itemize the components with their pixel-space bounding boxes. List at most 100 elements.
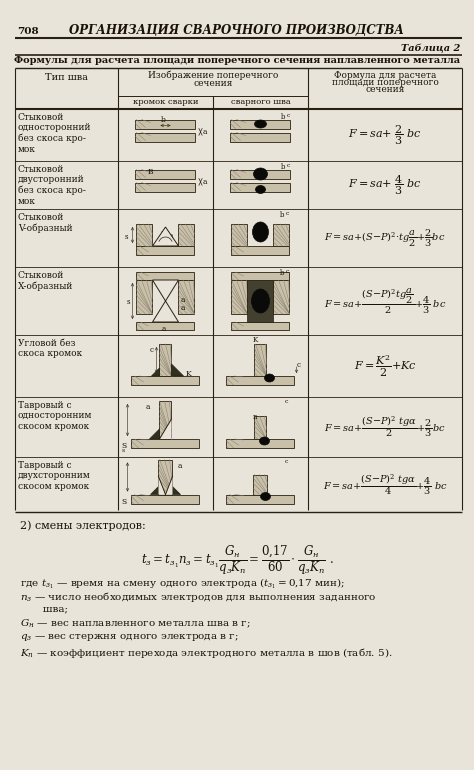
Text: Формула для расчета: Формула для расчета <box>334 71 436 80</box>
Bar <box>159 344 172 376</box>
Text: ОРГАНИЗАЦИЯ СВАРОЧНОГО ПРОИЗВОДСТВА: ОРГАНИЗАЦИЯ СВАРОЧНОГО ПРОИЗВОДСТВА <box>70 24 404 36</box>
Ellipse shape <box>253 222 268 242</box>
Bar <box>131 494 200 504</box>
Bar <box>137 272 194 280</box>
Text: b: b <box>280 269 284 277</box>
Polygon shape <box>153 280 179 301</box>
Text: a: a <box>181 304 185 312</box>
Text: шва;: шва; <box>20 604 68 613</box>
Bar <box>273 280 290 314</box>
Bar <box>230 132 291 142</box>
Text: $F{=}sa{+}\ \dfrac{2}{3}\ bc$: $F{=}sa{+}\ \dfrac{2}{3}\ bc$ <box>348 123 422 147</box>
Text: Тавровый с
односторонним
скосом кромок: Тавровый с односторонним скосом кромок <box>18 401 92 430</box>
Ellipse shape <box>259 437 270 445</box>
Text: $F{=}sa{+}\dfrac{(S{-}P)^2\ tg\alpha}{4}{+}\dfrac{4}{3}\ bc$: $F{=}sa{+}\dfrac{(S{-}P)^2\ tg\alpha}{4}… <box>323 472 447 497</box>
Text: s: s <box>127 298 130 306</box>
Text: $t_з = t_{з_1}n_з = t_{з_1}\dfrac{G_н}{q_зK_п} = \dfrac{0{,}17}{60}\cdot\dfrac{G: $t_з = t_{з_1}n_з = t_{з_1}\dfrac{G_н}{q… <box>141 543 333 577</box>
Bar <box>227 376 294 385</box>
Ellipse shape <box>264 374 274 382</box>
Text: K: K <box>185 370 191 378</box>
Text: сварного шва: сварного шва <box>231 98 291 106</box>
Text: b: b <box>280 211 284 219</box>
Text: Стыковой
двусторонний
без скоса кро-
мок: Стыковой двусторонний без скоса кро- мок <box>18 165 86 206</box>
Text: a: a <box>202 129 207 136</box>
Text: s: s <box>121 448 125 453</box>
Text: Угловой без
скоса кромок: Угловой без скоса кромок <box>18 339 82 358</box>
Text: Тип шва: Тип шва <box>45 73 88 82</box>
Bar <box>131 376 200 385</box>
Bar <box>230 119 291 129</box>
Text: Стыковой
односторонний
без скоса кро-
мок: Стыковой односторонний без скоса кро- мо… <box>18 113 91 154</box>
Ellipse shape <box>255 120 266 128</box>
Text: c: c <box>285 269 289 274</box>
Text: $q_з$ — вес стержня одного электрода в г;: $q_з$ — вес стержня одного электрода в г… <box>20 632 239 643</box>
Polygon shape <box>172 364 183 376</box>
Bar <box>158 460 173 494</box>
Text: S: S <box>121 497 127 505</box>
Text: B: B <box>147 169 153 176</box>
Text: $F{=}\dfrac{K^2}{2}{+}Kc$: $F{=}\dfrac{K^2}{2}{+}Kc$ <box>354 353 416 379</box>
Bar <box>231 280 247 314</box>
Bar <box>159 401 172 439</box>
Text: b: b <box>281 113 285 121</box>
Text: где $t_{з_1}$ — время на смену одного электрода ($t_{з_1} = 0{,}17$ мин);: где $t_{з_1}$ — время на смену одного эл… <box>20 576 345 591</box>
Polygon shape <box>173 487 181 494</box>
Bar <box>247 280 273 322</box>
Polygon shape <box>153 227 179 246</box>
Text: сечения: сечения <box>365 85 405 94</box>
Text: c: c <box>149 346 154 354</box>
Ellipse shape <box>255 186 265 193</box>
Bar <box>179 224 194 246</box>
Bar <box>137 322 194 330</box>
Text: S: S <box>121 442 127 450</box>
Polygon shape <box>152 368 159 376</box>
Bar <box>136 132 195 142</box>
Bar <box>231 322 290 330</box>
Text: Изображение поперечного: Изображение поперечного <box>148 71 278 81</box>
Bar <box>136 169 195 179</box>
Text: Стыковой
V-образный: Стыковой V-образный <box>18 213 73 233</box>
Polygon shape <box>158 477 165 494</box>
Text: 2) смены электродов:: 2) смены электродов: <box>20 520 146 531</box>
Text: a: a <box>202 179 207 186</box>
Text: a: a <box>162 325 166 333</box>
Text: $G_н$ — вес наплавленного металла шва в г;: $G_н$ — вес наплавленного металла шва в … <box>20 618 251 630</box>
Text: c: c <box>286 163 290 168</box>
Text: c: c <box>297 361 301 369</box>
Text: c: c <box>284 459 288 464</box>
Text: c: c <box>285 211 289 216</box>
Ellipse shape <box>261 493 271 500</box>
Text: $F{=}sa{+}(S{-}P)^2{\cdot}tg\dfrac{a}{2}{+}\dfrac{2}{3}bc$: $F{=}sa{+}(S{-}P)^2{\cdot}tg\dfrac{a}{2}… <box>324 227 446 249</box>
Text: a: a <box>161 229 165 237</box>
Bar <box>136 182 195 192</box>
Text: n: n <box>253 413 257 421</box>
Text: $F{=}sa{+}\dfrac{(S{-}P)^2 tg\dfrac{a}{2}}{2}{+}\dfrac{4}{3}\ bc$: $F{=}sa{+}\dfrac{(S{-}P)^2 tg\dfrac{a}{2… <box>324 286 446 316</box>
Text: $F{=}sa{+}\dfrac{(S{-}P)^2\ tg\alpha}{2}{+}\dfrac{2}{3}bc$: $F{=}sa{+}\dfrac{(S{-}P)^2\ tg\alpha}{2}… <box>324 415 446 440</box>
Bar <box>137 246 194 255</box>
Text: a: a <box>181 296 185 304</box>
Bar <box>230 182 291 192</box>
Bar <box>137 280 153 314</box>
Text: сечения: сечения <box>193 79 233 88</box>
Polygon shape <box>165 477 173 494</box>
Bar <box>227 439 294 448</box>
Bar <box>255 416 266 439</box>
Polygon shape <box>159 419 172 439</box>
Bar <box>179 280 194 314</box>
Text: $K_п$ — коэффициент перехода электродного металла в шов (табл. 5).: $K_п$ — коэффициент перехода электродног… <box>20 646 392 660</box>
Bar <box>231 224 247 246</box>
Bar <box>136 119 195 129</box>
Text: a: a <box>177 463 182 470</box>
Polygon shape <box>153 301 179 322</box>
Text: кромок сварки: кромок сварки <box>133 98 198 106</box>
Text: a: a <box>146 403 150 411</box>
Bar <box>230 169 291 179</box>
Bar <box>131 439 200 448</box>
Bar <box>273 224 290 246</box>
Text: Формулы для расчета площади поперечного сечения наплавленного металла: Формулы для расчета площади поперечного … <box>14 56 460 65</box>
Text: $F{=}sa{+}\ \dfrac{4}{3}\ bc$: $F{=}sa{+}\ \dfrac{4}{3}\ bc$ <box>348 173 422 197</box>
Text: s: s <box>125 233 128 241</box>
Text: площади поперечного: площади поперечного <box>331 78 438 87</box>
Text: c: c <box>284 399 288 404</box>
Polygon shape <box>149 429 159 439</box>
